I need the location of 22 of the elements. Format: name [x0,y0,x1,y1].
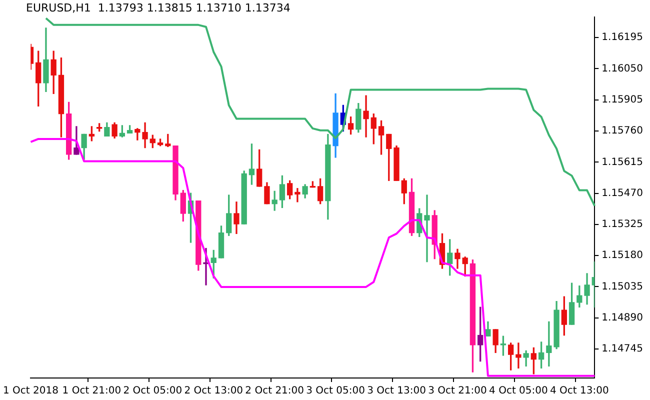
x-tick-label: 3 Oct 05:00 [306,386,365,397]
y-tick-label: 1.15905 [602,94,644,106]
x-tick-label: 3 Oct 13:00 [367,386,426,397]
x-tick-label: 2 Oct 05:00 [123,386,182,397]
y-tick-label: 1.16195 [602,32,644,44]
y-tick-label: 1.15470 [602,188,644,199]
x-tick-label: 2 Oct 13:00 [184,386,244,397]
y-tick-label: 1.16050 [602,63,644,74]
y-tick-label: 1.15180 [602,250,644,262]
y-tick-label: 1.14890 [602,312,644,324]
x-tick-label: 4 Oct 05:00 [489,386,548,397]
y-tick-label: 1.15325 [602,219,644,230]
x-tick-label: 4 Oct 13:00 [550,386,609,397]
y-tick-label: 1.15035 [602,281,644,292]
x-tick-label: 1 Oct 2018 [2,386,58,397]
chart-title: EURUSD,H1 1.13793 1.13815 1.13710 1.13734 [26,1,290,14]
y-tick-label: 1.15615 [602,156,644,168]
y-tick-label: 1.15760 [602,126,644,137]
x-tick-label: 1 Oct 21:00 [62,386,122,397]
x-tick-label: 2 Oct 21:00 [245,386,304,397]
x-tick-label: 3 Oct 21:00 [428,386,487,397]
y-tick-label: 1.14745 [602,344,644,355]
